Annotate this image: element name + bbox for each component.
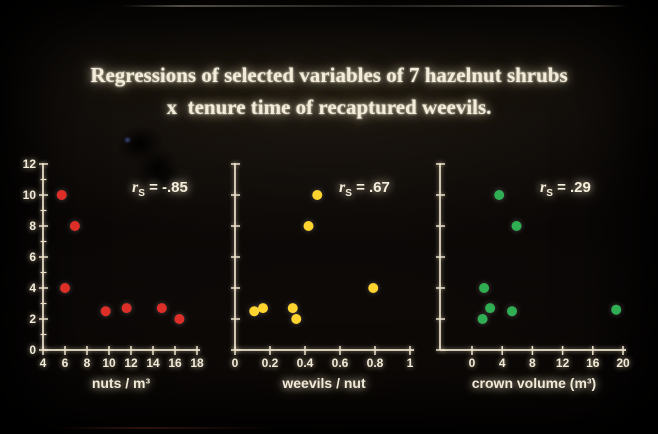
scatter-plot-canvas: 0 4 8 12 16 20 bbox=[436, 163, 630, 370]
data-point bbox=[69, 221, 80, 231]
data-point bbox=[56, 190, 67, 200]
title-line-1: Regressions of selected variables of 7 h… bbox=[90, 63, 568, 87]
data-point bbox=[156, 303, 167, 314]
x-tick-label: 8 bbox=[84, 356, 91, 370]
r-value: = -.85 bbox=[149, 179, 188, 196]
slide-top-edge bbox=[120, 5, 628, 7]
data-point bbox=[303, 221, 314, 231]
x-tick-label: 6 bbox=[62, 356, 69, 370]
x-tick-label: 14 bbox=[146, 356, 160, 370]
x-axis-title: crown volume (m³) bbox=[471, 375, 597, 391]
x-tick-label: 16 bbox=[586, 356, 600, 370]
r-subscript: S bbox=[546, 188, 553, 199]
scatter-plot-weevils-per-nut: 0 0.2 0.4 0.6 0.8 1 rS = .67 weevils / nut bbox=[225, 155, 425, 405]
data-point bbox=[477, 314, 488, 324]
y-tick-label: 12 bbox=[23, 157, 37, 171]
data-point bbox=[249, 306, 260, 317]
x-tick-label: 4 bbox=[499, 356, 506, 370]
spearman-correlation-label: rS = .29 bbox=[540, 179, 591, 199]
data-point bbox=[368, 283, 379, 293]
data-point bbox=[174, 314, 185, 324]
spearman-correlation-label: rS = .67 bbox=[339, 179, 390, 199]
data-point bbox=[258, 303, 268, 314]
data-point bbox=[100, 306, 111, 317]
y-tick-label: 10 bbox=[23, 188, 37, 202]
slide-title: Regressions of selected variables of 7 h… bbox=[0, 60, 658, 123]
x-tick-label: 0.6 bbox=[332, 356, 349, 370]
y-tick-label: 8 bbox=[29, 219, 36, 233]
data-point bbox=[60, 283, 70, 293]
x-tick-label: 4 bbox=[40, 356, 47, 370]
x-tick-label: 0.4 bbox=[297, 356, 314, 370]
r-symbol: r bbox=[540, 179, 547, 196]
x-tick-label: 1 bbox=[407, 356, 414, 370]
r-value: = .67 bbox=[356, 179, 390, 196]
data-point bbox=[485, 303, 496, 314]
data-point bbox=[121, 303, 132, 314]
data-point bbox=[287, 303, 298, 314]
x-tick-label: 8 bbox=[529, 356, 536, 370]
x-tick-label: 0 bbox=[232, 356, 239, 370]
x-tick-label: 16 bbox=[168, 356, 182, 370]
slide-bottom-edge bbox=[55, 427, 275, 429]
x-tick-label: 0.8 bbox=[367, 356, 384, 370]
x-tick-label: 20 bbox=[616, 356, 630, 370]
r-subscript: S bbox=[345, 188, 352, 199]
y-tick-label: 6 bbox=[29, 250, 36, 264]
data-point bbox=[479, 283, 490, 293]
spearman-correlation-label: rS = -.85 bbox=[132, 179, 188, 199]
data-point bbox=[511, 221, 522, 231]
y-tick-label: 2 bbox=[29, 312, 36, 326]
r-symbol: r bbox=[339, 179, 346, 196]
x-axis-title: weevils / nut bbox=[282, 375, 366, 391]
x-tick-label: 0 bbox=[469, 356, 476, 370]
x-tick-label: 12 bbox=[556, 356, 570, 370]
scatter-plot-nuts-per-m3: 0 2 4 6 8 10 12 4 6 8 10 12 14 16 18 rS = -.85 nuts / … bbox=[20, 155, 220, 405]
y-tick-label: 4 bbox=[29, 281, 36, 295]
x-tick-label: 18 bbox=[190, 356, 204, 370]
data-point bbox=[611, 304, 622, 315]
x-axis-title: nuts / m³ bbox=[91, 375, 151, 391]
data-point bbox=[291, 314, 302, 324]
scatter-plot-canvas: 0 0.2 0.4 0.6 0.8 1 bbox=[231, 163, 414, 370]
title-line-2: x tenure time of recaptured weevils. bbox=[166, 94, 492, 119]
x-tick-label: 12 bbox=[124, 356, 138, 370]
scatter-plot-crown-volume: 0 4 8 12 16 20 rS = .29 crown volume (m³) bbox=[430, 155, 645, 405]
x-tick-label: 10 bbox=[102, 356, 116, 370]
r-subscript: S bbox=[138, 188, 145, 199]
y-tick-label: 0 bbox=[29, 343, 36, 357]
scatter-plot-canvas: 0 2 4 6 8 10 12 4 6 8 10 12 14 16 18 bbox=[23, 157, 204, 370]
data-point bbox=[312, 190, 323, 200]
r-value: = .29 bbox=[557, 179, 591, 196]
r-symbol: r bbox=[132, 179, 139, 196]
data-point bbox=[507, 306, 518, 317]
x-tick-label: 0.2 bbox=[262, 356, 279, 370]
data-point bbox=[494, 190, 505, 200]
